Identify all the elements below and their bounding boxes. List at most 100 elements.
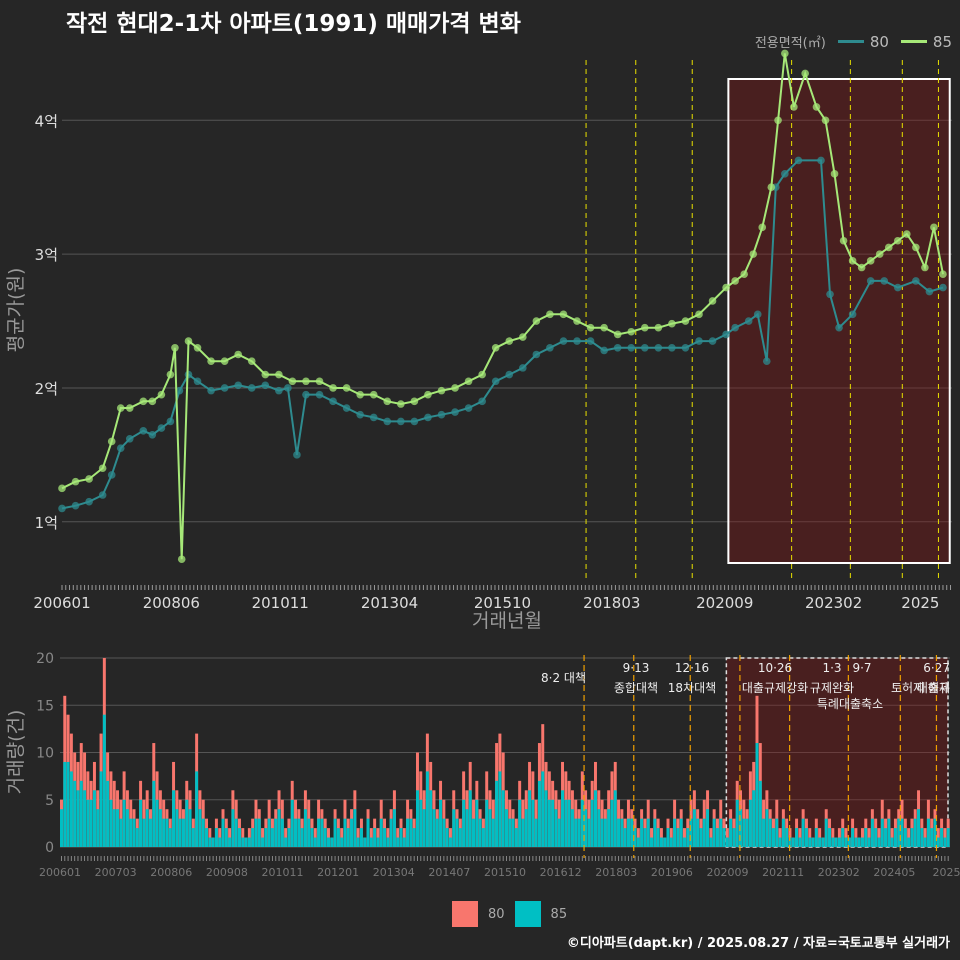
- data-point-80: [369, 413, 378, 422]
- policy-annotation-sub: 규제완화: [810, 681, 854, 695]
- data-point-85: [586, 323, 595, 332]
- vol-bar-85: [224, 828, 228, 847]
- vol-bar-85: [241, 837, 245, 847]
- data-point-80: [546, 344, 554, 352]
- vol-bar-85: [900, 818, 904, 847]
- vol-bar-85: [244, 837, 248, 847]
- vol-bar-85: [594, 790, 597, 847]
- vol-x-tick-label: 201201: [317, 866, 359, 879]
- vol-bar-85: [603, 818, 607, 847]
- vol-bar-85: [181, 818, 185, 847]
- vol-bar-85: [729, 818, 733, 847]
- vol-bar-85: [284, 837, 288, 847]
- vol-bar-85: [758, 780, 762, 847]
- data-point-85: [912, 243, 920, 252]
- data-point-85: [329, 384, 337, 392]
- vol-x-tick-label: 202111: [762, 866, 804, 879]
- vol-bar-85: [623, 828, 627, 847]
- data-point-80: [302, 390, 310, 399]
- vol-bar-85: [676, 828, 680, 847]
- vol-x-tick-label: 20250: [933, 866, 960, 879]
- vol-bar-85: [712, 818, 716, 847]
- policy-annotation: 8·2 대책: [541, 670, 586, 685]
- data-point-80: [880, 277, 889, 285]
- vol-bar-85: [702, 818, 706, 847]
- x-tick-label: 2025: [901, 594, 939, 612]
- policy-annotation-sub: 종합대책: [614, 680, 658, 695]
- data-point-80: [293, 451, 301, 459]
- vol-bar-85: [907, 837, 911, 847]
- vol-bar-85: [564, 799, 568, 847]
- vol-bar-85: [633, 828, 637, 847]
- legend-swatch-85: [900, 40, 927, 43]
- vol-x-tick-label: 202405: [873, 866, 915, 879]
- vol-bar-85: [936, 837, 940, 847]
- vol-bar-85: [650, 837, 654, 847]
- vol-bar-85: [831, 837, 835, 847]
- vol-bar-85: [821, 837, 825, 847]
- data-point-85: [573, 317, 581, 325]
- vol-bar-85: [435, 818, 439, 847]
- vol-bar-85: [847, 837, 851, 847]
- data-point-85: [668, 319, 676, 328]
- vol-bar-85: [673, 818, 677, 847]
- data-point-80: [532, 350, 541, 359]
- vol-bar-85: [455, 818, 459, 847]
- data-point-80: [207, 386, 215, 395]
- vol-bar-85: [804, 828, 808, 847]
- vol-bar-85: [287, 828, 291, 847]
- vol-bar-85: [689, 818, 693, 847]
- vol-bar-85: [692, 809, 696, 847]
- vol-bar-85: [795, 828, 799, 847]
- data-point-85: [157, 390, 166, 399]
- data-point-85: [177, 555, 186, 564]
- vol-bar-85: [142, 818, 146, 847]
- vol-bar-85: [73, 780, 77, 847]
- vol-bar-85: [201, 818, 205, 847]
- vol-bar-85: [458, 828, 462, 847]
- vol-bar-85: [864, 828, 868, 847]
- vol-bar-85: [106, 780, 110, 847]
- x-tick-label: 202302: [805, 594, 862, 612]
- vol-bar-85: [310, 828, 314, 847]
- vol-bar-85: [897, 818, 901, 847]
- data-point-85: [383, 397, 392, 406]
- vol-y-tick-label: 0: [45, 840, 54, 856]
- vol-bar-85: [590, 799, 594, 847]
- data-point-85: [116, 404, 125, 412]
- vol-bar-85: [765, 809, 769, 847]
- vol-bar-85: [432, 809, 436, 847]
- data-point-80: [193, 377, 202, 386]
- vol-bar-85: [663, 837, 667, 847]
- vol-bar-85: [755, 743, 759, 847]
- vol-bar-85: [478, 818, 482, 847]
- vol-bar-85: [389, 818, 393, 847]
- vol-bar-85: [468, 790, 472, 847]
- vol-bar-85: [383, 828, 387, 847]
- vol-bar-85: [752, 790, 756, 847]
- vol-bar-85: [844, 837, 848, 847]
- vol-bar-85: [861, 837, 864, 847]
- vol-bar-85: [297, 818, 301, 847]
- vol-bar-85: [617, 818, 621, 847]
- vol-bar-85: [488, 809, 492, 847]
- vol-bar-85: [172, 790, 176, 847]
- vol-bar-85: [96, 809, 100, 847]
- data-point-85: [71, 477, 80, 486]
- policy-annotation: 6·27: [923, 661, 950, 675]
- data-point-80: [410, 417, 419, 426]
- vol-bar-85: [613, 790, 617, 847]
- data-point-85: [491, 344, 500, 352]
- data-point-85: [559, 310, 568, 319]
- vol-bar-85: [254, 818, 258, 847]
- policy-annotation-sub: 18차대책: [668, 680, 716, 695]
- vol-bar-85: [132, 818, 136, 847]
- vol-bar-85: [943, 837, 947, 847]
- vol-bar-85: [198, 809, 202, 847]
- vol-x-tick-label: 201011: [262, 866, 304, 879]
- data-point-85: [397, 400, 405, 408]
- vol-x-tick-label: 201803: [595, 866, 637, 879]
- x-tick-label: 201304: [361, 594, 418, 612]
- policy-annotation: 1·3: [822, 661, 841, 675]
- vol-bar-85: [462, 799, 466, 847]
